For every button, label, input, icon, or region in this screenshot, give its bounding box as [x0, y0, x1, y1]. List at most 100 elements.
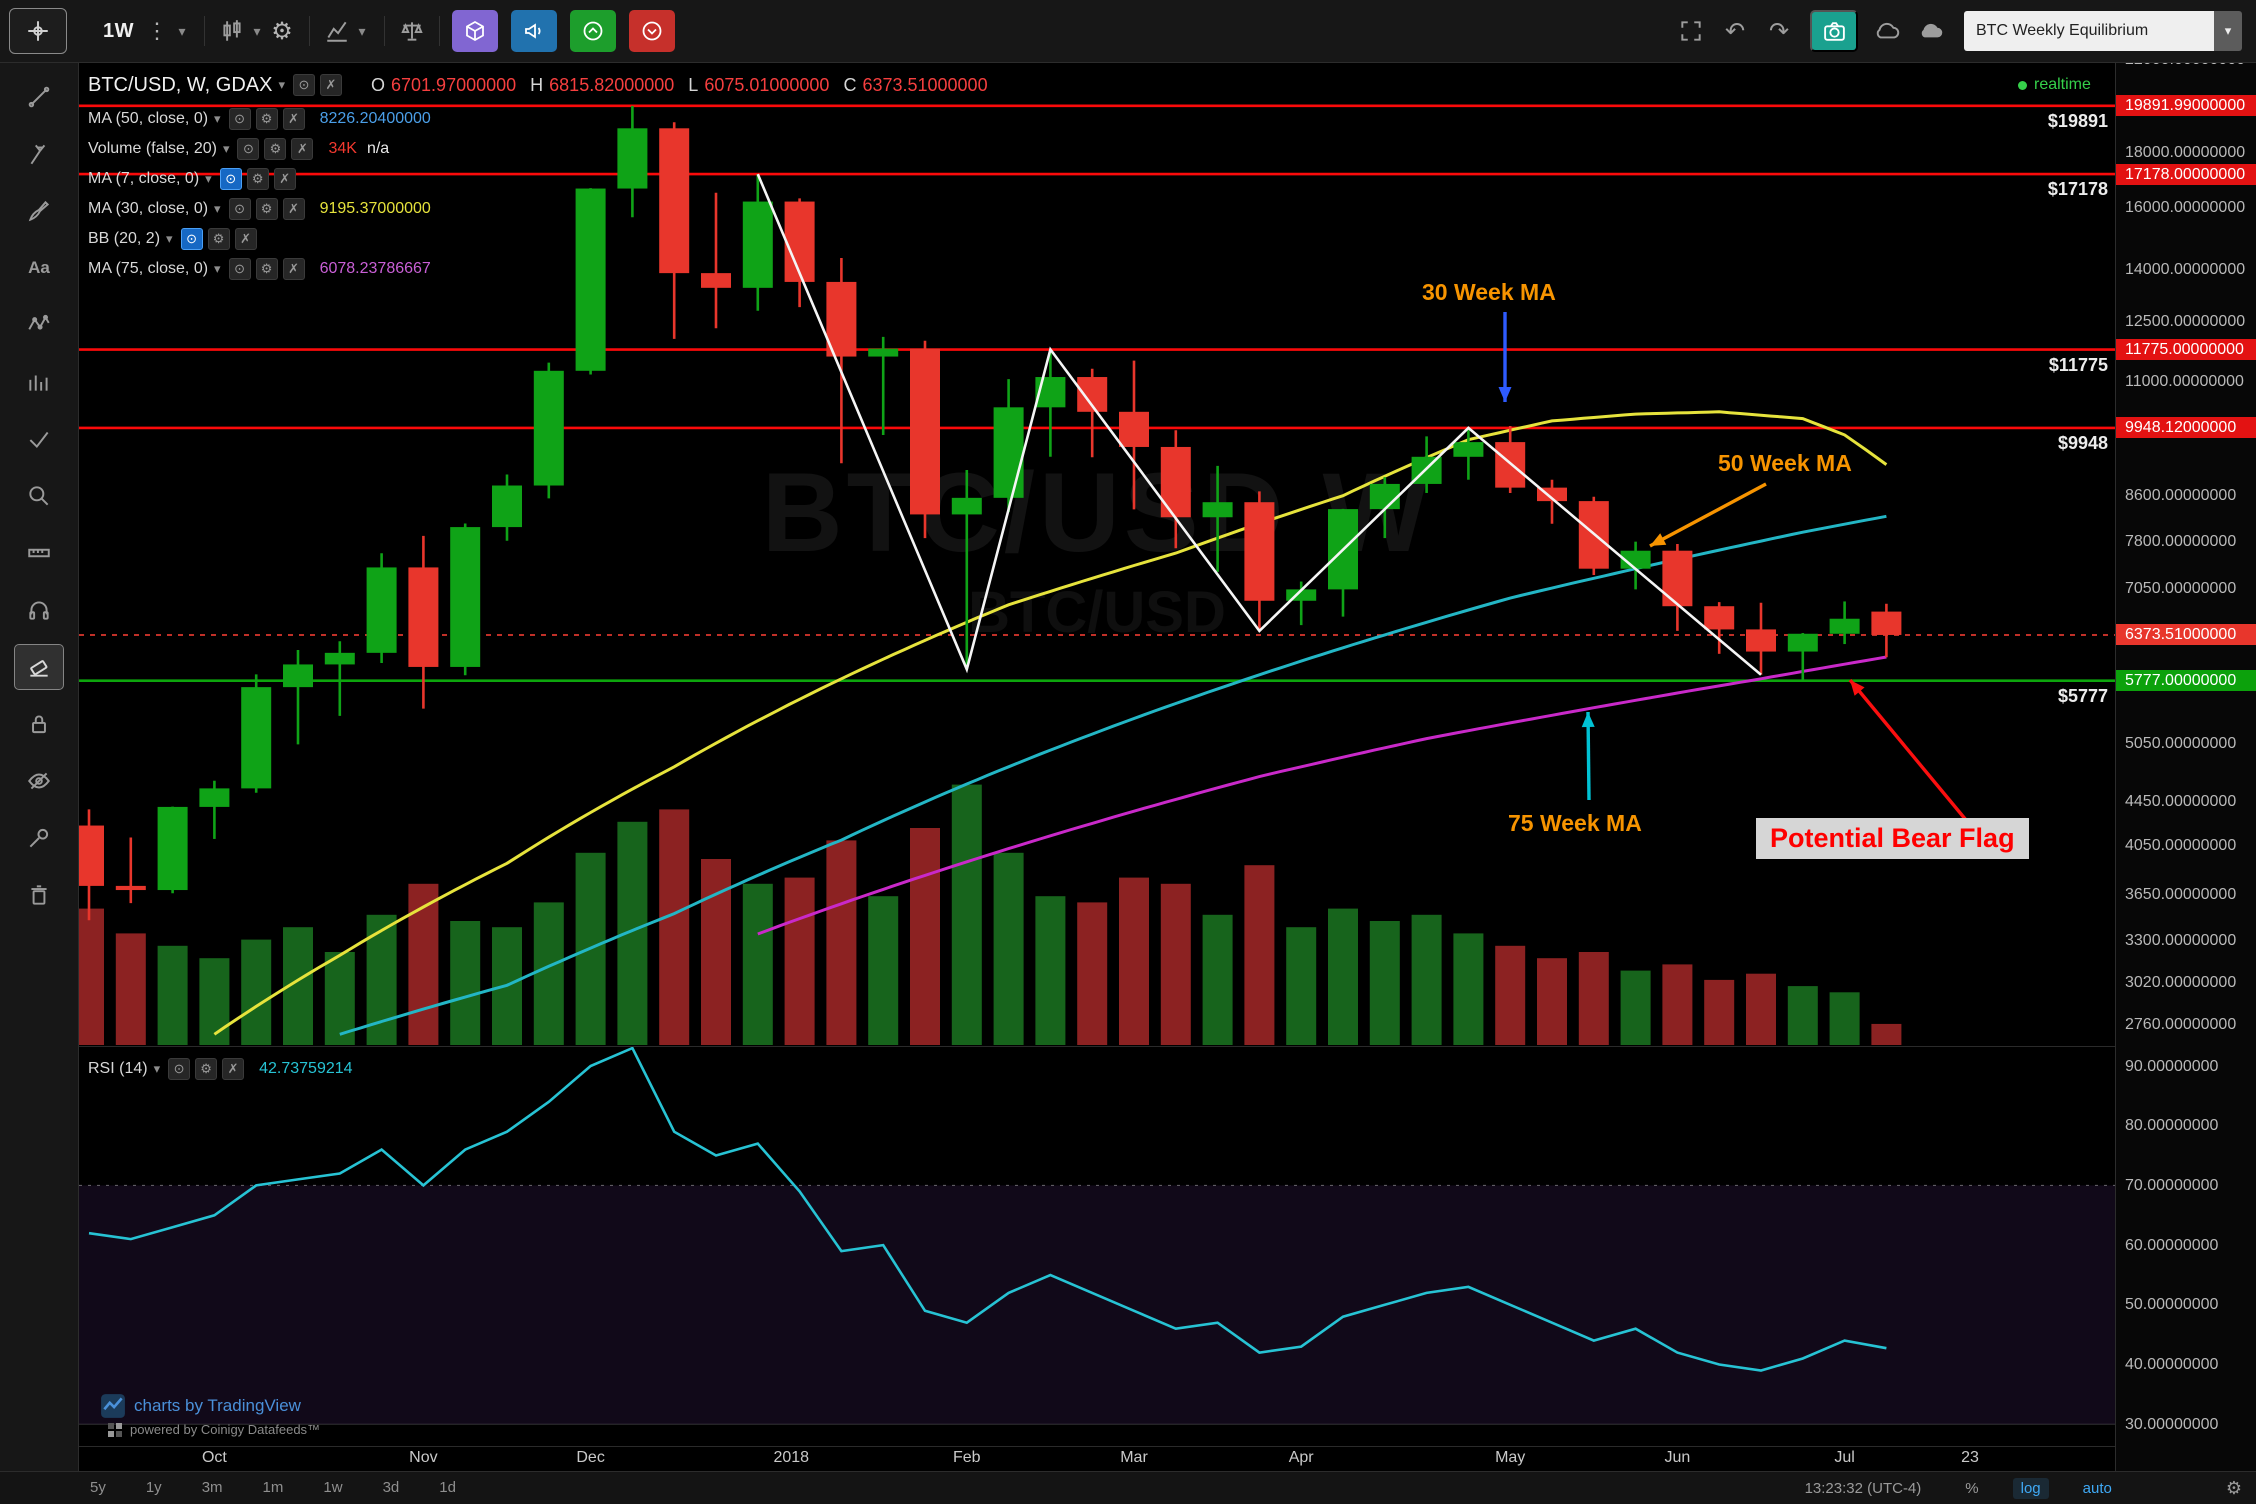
price-axis[interactable]: 22000.0000000019891.9900000018000.000000… — [2115, 51, 2256, 1504]
annotation-bear-flag[interactable]: Potential Bear Flag — [1756, 818, 2029, 859]
layout-name-input[interactable]: BTC Weekly Equilibrium — [1964, 11, 2214, 51]
range-button-1w[interactable]: 1w — [323, 1479, 343, 1496]
zoom-tool-icon[interactable] — [15, 474, 63, 518]
range-button-1m[interactable]: 1m — [262, 1479, 284, 1496]
forecast-tool-icon[interactable] — [15, 360, 63, 404]
range-button-3d[interactable]: 3d — [382, 1479, 400, 1496]
indicator-eye-icon[interactable]: ⊙ — [180, 228, 203, 250]
redo-button[interactable]: ↷ — [1768, 17, 1790, 45]
indicator-settings-icon[interactable]: ⚙ — [264, 138, 287, 160]
indicator-label[interactable]: MA (30, close, 0) — [88, 200, 209, 217]
rsi-eye-icon[interactable]: ⊙ — [168, 1058, 191, 1080]
text-tool-icon[interactable]: Aa — [28, 258, 50, 277]
indicator-dropdown-icon[interactable]: ▾ — [214, 201, 221, 216]
chart-style-button[interactable] — [217, 9, 247, 53]
indicator-eye-icon[interactable]: ⊙ — [237, 138, 260, 160]
measure-tool-icon[interactable] — [15, 531, 63, 575]
indicator-close-icon[interactable]: ✗ — [234, 228, 257, 250]
indicator-dropdown-icon[interactable]: ▾ — [214, 261, 221, 276]
indicator-close-icon[interactable]: ✗ — [282, 198, 305, 220]
annotation-75-week-ma[interactable]: 75 Week MA — [1508, 810, 1642, 836]
rsi-dropdown-icon[interactable]: ▾ — [153, 1061, 161, 1076]
sell-alert-button[interactable] — [629, 10, 675, 52]
indicator-eye-icon[interactable]: ⊙ — [219, 168, 242, 190]
indicator-close-icon[interactable]: ✗ — [273, 168, 296, 190]
indicator-dropdown-icon[interactable]: ▾ — [205, 171, 212, 186]
symbol-title[interactable]: BTC/USD, W, GDAX — [88, 73, 273, 96]
axis-settings-gear-icon[interactable]: ⚙ — [2225, 1477, 2242, 1498]
compare-scales-button[interactable] — [397, 9, 427, 53]
symbol-close-icon[interactable]: ✗ — [320, 74, 342, 96]
indicator-dropdown-icon[interactable]: ▾ — [214, 111, 221, 126]
indicator-settings-icon[interactable]: ⚙ — [255, 108, 278, 130]
layout-dropdown-button[interactable]: ▾ — [2214, 11, 2242, 51]
indicator-label[interactable]: BB (20, 2) — [88, 230, 161, 247]
timeframe-button[interactable]: 1W — [95, 9, 142, 53]
chart-settings-button[interactable]: ⚙ — [267, 9, 297, 53]
coinigy-cube-button[interactable] — [452, 10, 498, 52]
main-chart-pane[interactable] — [79, 63, 2115, 1047]
indicator-dropdown-icon[interactable]: ▾ — [166, 231, 173, 246]
indicator-settings-icon[interactable]: ⚙ — [207, 228, 230, 250]
snapshot-camera-button[interactable] — [1810, 10, 1858, 52]
indicator-settings-icon[interactable]: ⚙ — [255, 258, 278, 280]
buy-alert-button[interactable] — [570, 10, 616, 52]
indicator-label[interactable]: MA (50, close, 0) — [88, 110, 209, 127]
chart-style-dropdown-icon[interactable]: ▾ — [253, 22, 261, 39]
eraser-tool-icon[interactable] — [14, 644, 64, 690]
brush-tool-icon[interactable] — [15, 189, 63, 233]
arrow-bear-flag[interactable] — [1848, 678, 1968, 822]
log-scale-button[interactable]: log — [2012, 1477, 2049, 1499]
range-button-1d[interactable]: 1d — [439, 1479, 456, 1496]
indicators-dropdown-icon[interactable]: ▾ — [358, 22, 366, 39]
indicator-close-icon[interactable]: ✗ — [282, 108, 305, 130]
pitchfork-tool-icon[interactable] — [15, 132, 63, 176]
indicator-settings-icon[interactable]: ⚙ — [246, 168, 269, 190]
pane-divider[interactable] — [0, 1046, 2256, 1047]
annotation-30-week-ma[interactable]: 30 Week MA — [1422, 279, 1556, 305]
indicator-label[interactable]: MA (7, close, 0) — [88, 170, 200, 187]
tradingview-brand-link[interactable]: charts by TradingView — [134, 1396, 301, 1415]
range-button-3m[interactable]: 3m — [201, 1479, 223, 1496]
cloud-load-button[interactable] — [1872, 9, 1902, 53]
zigzag-trend-line[interactable] — [756, 173, 1762, 676]
indicator-eye-icon[interactable]: ⊙ — [228, 108, 251, 130]
indicator-label[interactable]: Volume (false, 20) — [88, 140, 217, 157]
arrow-50wma[interactable] — [1649, 482, 1767, 548]
cloud-save-button[interactable] — [1916, 9, 1946, 53]
indicator-dropdown-icon[interactable]: ▾ — [222, 141, 230, 156]
percent-scale-button[interactable]: % — [1965, 1479, 1979, 1497]
hide-drawings-icon[interactable] — [15, 759, 63, 803]
range-button-5y[interactable]: 5y — [90, 1479, 106, 1496]
tools-icon[interactable] — [15, 816, 63, 860]
headphones-icon[interactable] — [15, 588, 63, 632]
check-tool-icon[interactable] — [15, 417, 63, 461]
time-axis[interactable]: Oct Nov Dec 2018 Feb Mar Apr May Jun Jul 23 — [79, 1447, 2115, 1471]
pattern-tool-icon[interactable] — [15, 303, 63, 347]
rsi-close-icon[interactable]: ✗ — [222, 1058, 245, 1080]
annotation-50-week-ma[interactable]: 50 Week MA — [1718, 450, 1852, 476]
auto-scale-button[interactable]: auto — [2082, 1479, 2112, 1497]
announcements-button[interactable] — [511, 10, 557, 52]
trend-line-tool-icon[interactable] — [15, 75, 63, 119]
indicator-eye-icon[interactable]: ⊙ — [228, 198, 251, 220]
rsi-pane[interactable] — [79, 1047, 2115, 1446]
trash-icon[interactable] — [15, 873, 63, 917]
indicator-eye-icon[interactable]: ⊙ — [228, 258, 251, 280]
crosshair-tool-button[interactable] — [9, 8, 67, 54]
indicator-label[interactable]: MA (75, close, 0) — [88, 260, 209, 277]
symbol-dropdown-icon[interactable]: ▾ — [278, 77, 285, 92]
indicator-close-icon[interactable]: ✗ — [291, 138, 314, 160]
rsi-settings-icon[interactable]: ⚙ — [195, 1058, 218, 1080]
indicator-close-icon[interactable]: ✗ — [282, 258, 305, 280]
timeframe-dropdown-icon[interactable]: ▾ — [178, 22, 186, 39]
fullscreen-button[interactable] — [1676, 9, 1706, 53]
symbol-eye-icon[interactable]: ⊙ — [293, 74, 315, 96]
indicators-button[interactable] — [322, 9, 352, 53]
range-button-1y[interactable]: 1y — [145, 1479, 162, 1496]
rsi-label[interactable]: RSI (14) — [88, 1060, 148, 1077]
more-options-icon[interactable]: ⋮ — [146, 18, 168, 43]
lock-tool-icon[interactable] — [15, 702, 63, 746]
undo-button[interactable]: ↶ — [1724, 17, 1746, 45]
indicator-settings-icon[interactable]: ⚙ — [255, 198, 278, 220]
